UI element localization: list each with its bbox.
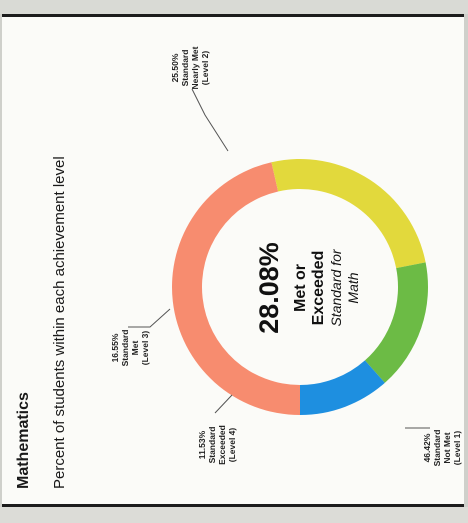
slice-percent-level-1: 46.42% [422,433,432,462]
center-label: 28.08% Met or Exceeded Standard for Math [254,242,361,334]
slice-label-level-4: 11.53% Standard Exceeded (Level 4) [197,425,237,465]
slice-label-level-2: 25.50% Standard Nearly Met (Level 2) [170,46,210,89]
bottom-scan-band [0,507,468,523]
center-line-exceeded: Exceeded [310,251,327,326]
center-line-standard-for: Standard for [328,248,344,326]
donut-slice-level-2 [271,159,426,269]
slice-percent-level-3: 16.55% [110,333,120,362]
slice-labels: 46.42% Standard Not Met (Level 1)25.50% Stan… [110,46,462,466]
slice-text-level-3: Met [130,341,140,356]
slice-text-level-4: Standard [207,427,217,464]
top-scan-band [0,0,468,14]
center-value: 28.08% [254,242,284,334]
chart-subtitle: Percent of students within each achievem… [51,156,68,489]
leader-line-level-4 [214,394,233,414]
slice-text-level-4: Exceeded [217,425,227,465]
slice-text-level-3: Standard [120,330,130,367]
slice-label-level-3: 16.55% Standard Met (Level 3) [110,330,150,367]
slice-text-level-3: (Level 3) [140,331,150,366]
leader-line-level-2 [191,88,229,152]
slice-text-level-1: (Level 1) [452,431,462,466]
slice-text-level-2: Standard [180,50,190,87]
center-line-math: Math [345,272,361,303]
donut-slice-level-1 [172,162,300,415]
subject-title: Mathematics [15,392,32,489]
donut-slice-level-4 [300,360,385,415]
slice-text-level-4: (Level 4) [227,428,237,463]
slice-percent-level-2: 25.50% [170,53,180,82]
slice-label-level-1: 46.42% Standard Not Met (Level 1) [422,430,462,467]
center-line-met-or: Met or [292,264,309,312]
chart-card [2,14,464,507]
donut-slice-level-3 [364,262,428,383]
donut-ring [172,159,428,415]
slice-percent-level-4: 11.53% [197,430,207,459]
slice-text-level-2: (Level 2) [200,51,210,86]
leader-line-level-3 [128,308,171,328]
slice-text-level-1: Not Met [442,432,452,463]
slice-text-level-1: Standard [432,430,442,467]
slice-text-level-2: Nearly Met [190,46,200,89]
